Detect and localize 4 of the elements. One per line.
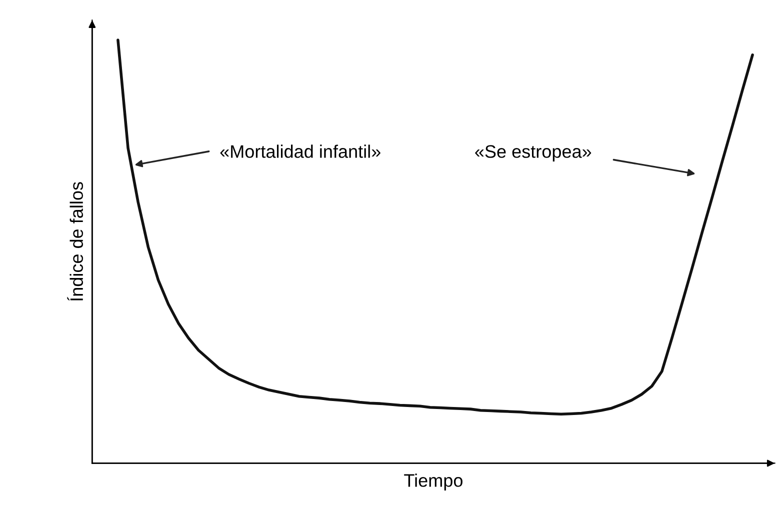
- x-axis-title: Tiempo: [404, 474, 462, 490]
- annotation: «Mortalidad infantil»: [220, 144, 380, 158]
- annotation: «Se estropea»: [475, 145, 592, 162]
- y-axis-title: Índice de fallos: [67, 182, 84, 301]
